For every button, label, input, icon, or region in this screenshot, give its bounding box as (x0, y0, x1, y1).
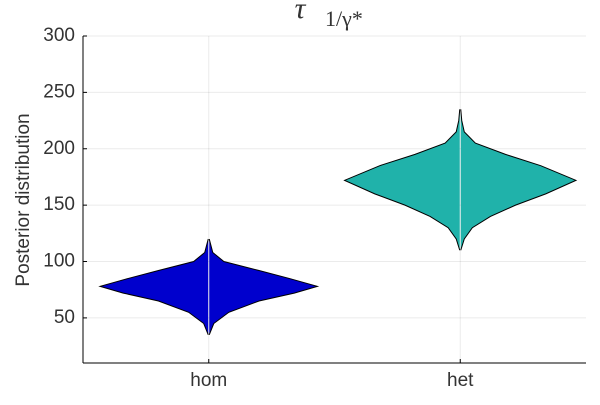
x-tick-label: hom (190, 370, 227, 391)
y-tick-label: 300 (43, 25, 75, 46)
x-tick-label: het (447, 370, 474, 391)
chart-title-subscript: 1/γ* (325, 6, 363, 31)
violin-half (208, 238, 320, 335)
y-tick-label: 100 (43, 251, 75, 272)
violin-half (460, 109, 578, 251)
violin-half (343, 109, 461, 251)
violin-half (98, 238, 209, 335)
y-tick-label: 200 (43, 138, 75, 159)
y-tick-label: 250 (43, 81, 75, 102)
y-tick-label: 150 (43, 194, 75, 215)
y-axis-label: Posterior distribution (13, 113, 34, 286)
y-tick-label: 50 (54, 307, 75, 328)
chart-title: τ (295, 0, 307, 25)
